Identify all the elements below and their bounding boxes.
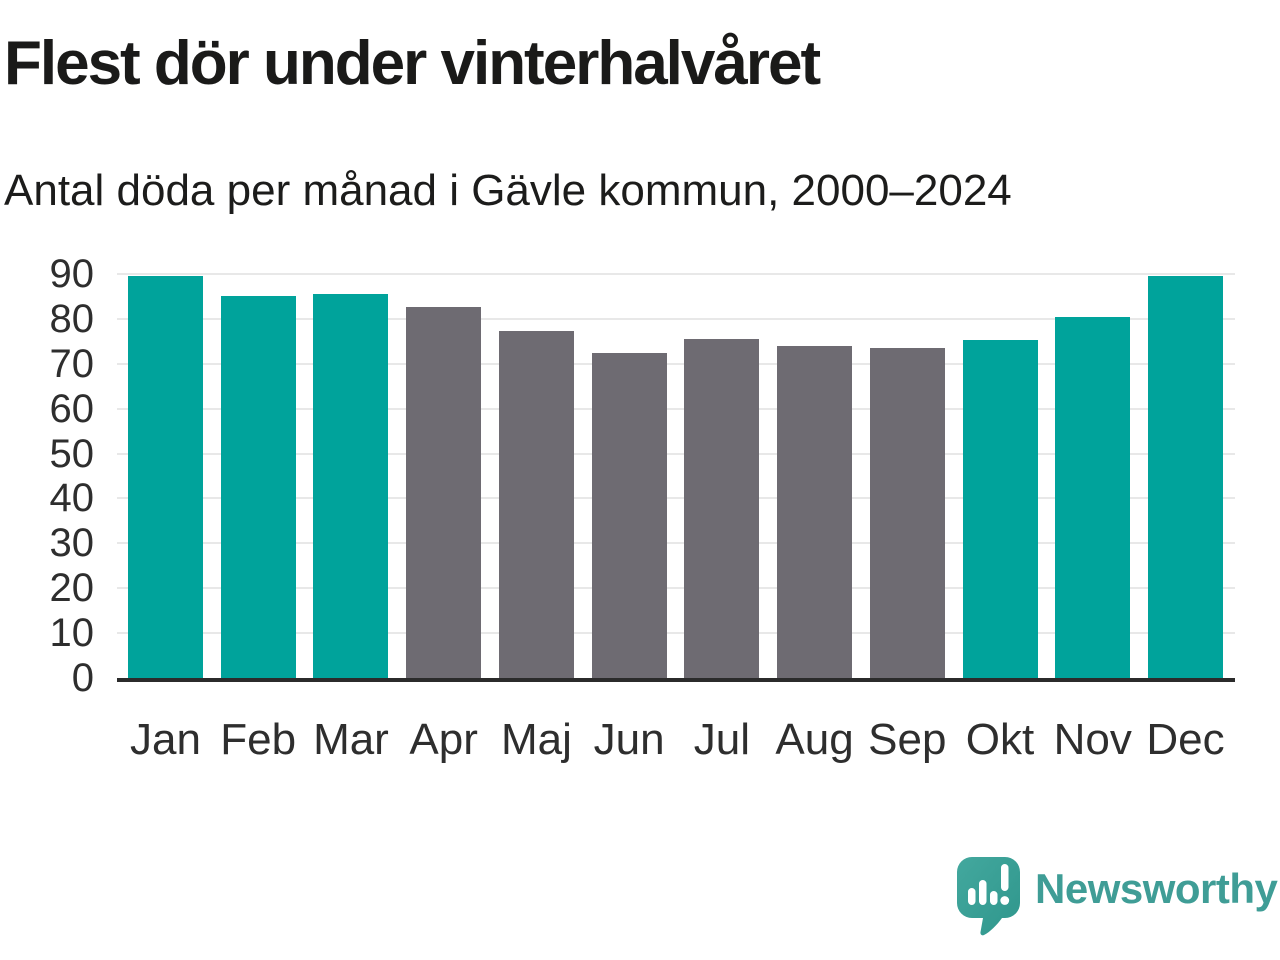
x-axis-tick-labels: Jan Feb Mar Apr Maj Jun Jul Aug Sep Okt Nov Dec <box>117 718 1235 768</box>
bar-sep <box>869 348 945 678</box>
bar-apr <box>406 306 482 678</box>
gridline-30 <box>117 542 1235 545</box>
bar-jul <box>684 338 760 678</box>
plot-area <box>117 273 1235 682</box>
y-tick-label-30: 30 <box>49 521 95 566</box>
gridline-20 <box>117 587 1235 590</box>
y-tick-label-80: 80 <box>49 296 95 341</box>
chart-title: Flest dör under vinterhalvåret <box>4 29 821 98</box>
x-tick-label-nov: Nov <box>1053 715 1132 764</box>
gridline-80 <box>117 317 1235 320</box>
x-tick-label-aug: Aug <box>775 715 854 764</box>
bar-mar <box>313 293 389 678</box>
y-tick-label-40: 40 <box>49 476 95 521</box>
x-tick-label-mar: Mar <box>313 715 389 764</box>
newsworthy-logo: Newsworthy <box>956 856 1278 936</box>
x-tick-label-dec: Dec <box>1146 715 1225 764</box>
y-tick-label-70: 70 <box>49 341 95 386</box>
x-tick-label-maj: Maj <box>500 715 572 764</box>
bar-okt <box>962 340 1038 678</box>
gridline-90 <box>117 273 1235 275</box>
y-tick-label-20: 20 <box>49 566 95 611</box>
gridline-10 <box>117 632 1235 635</box>
x-tick-label-okt: Okt <box>965 715 1035 764</box>
bar-nov <box>1055 316 1131 678</box>
y-axis-tick-labels: 0 10 20 30 40 50 60 70 80 90 <box>0 254 95 698</box>
gridline-40 <box>117 497 1235 500</box>
bar-jan <box>128 275 203 678</box>
bar-dec <box>1148 276 1223 678</box>
bar-chart: 0 10 20 30 40 50 60 70 80 90 Jan Feb Mar Apr Maj Jun Ju… <box>0 254 1280 768</box>
y-tick-label-0: 0 <box>71 656 94 700</box>
x-tick-label-jul: Jul <box>693 715 750 764</box>
x-tick-label-jan: Jan <box>130 715 201 764</box>
y-tick-label-90: 90 <box>49 252 95 296</box>
chart-subtitle: Antal döda per månad i Gävle kommun, 200… <box>4 166 1012 215</box>
x-tick-label-apr: Apr <box>409 715 478 764</box>
bar-jun <box>591 353 667 678</box>
newsworthy-speech-bubble-icon <box>957 857 1020 936</box>
bar-aug <box>777 346 853 678</box>
gridline-70 <box>117 362 1235 365</box>
bar-feb <box>220 296 296 678</box>
x-axis-line <box>117 678 1235 682</box>
y-tick-label-60: 60 <box>49 386 95 431</box>
x-tick-label-jun: Jun <box>593 715 665 764</box>
y-tick-label-50: 50 <box>49 431 95 476</box>
gridline-60 <box>117 407 1235 410</box>
newsworthy-logo-text: Newsworthy <box>1035 865 1278 912</box>
gridline-50 <box>117 452 1235 455</box>
x-tick-label-sep: Sep <box>868 715 947 764</box>
bar-maj <box>498 331 574 678</box>
x-tick-label-feb: Feb <box>220 715 297 764</box>
y-tick-label-10: 10 <box>49 611 95 656</box>
